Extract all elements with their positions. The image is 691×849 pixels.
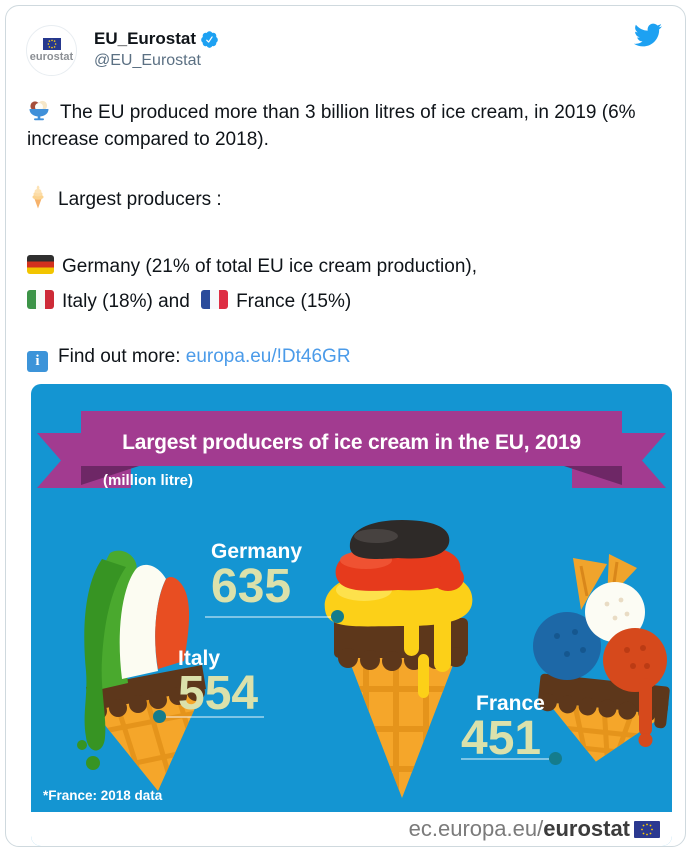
- germany-flag-icon: [27, 255, 54, 274]
- footnote: *France: 2018 data: [43, 788, 163, 803]
- tweet-body: The EU produced more than 3 billion litr…: [27, 98, 679, 372]
- germany-label: Germany: [211, 540, 303, 563]
- infographic-image[interactable]: Largest producers of ice cream in the EU…: [31, 384, 672, 846]
- twitter-bird-icon[interactable]: [631, 21, 665, 49]
- avatar[interactable]: eurostat: [26, 25, 77, 76]
- france-ice-cream-illustration: [533, 554, 670, 764]
- avatar-brand-text: eurostat: [29, 51, 74, 63]
- handle[interactable]: @EU_Eurostat: [94, 52, 201, 69]
- tweet-text-france: France (15%): [236, 291, 352, 312]
- france-value: 451: [461, 712, 542, 765]
- france-connector-line: [461, 758, 549, 760]
- italy-dot: [153, 710, 166, 723]
- ice-cream-sundae-emoji-icon: [29, 100, 49, 121]
- soft-serve-emoji-icon: [32, 185, 44, 209]
- footer-url-bold: eurostat: [543, 816, 630, 841]
- germany-dot: [331, 610, 344, 623]
- eu-flag-footer-icon: [634, 820, 660, 838]
- tweet-text-germany: Germany (21% of total EU ice cream produ…: [62, 256, 478, 277]
- info-icon: i: [27, 351, 48, 372]
- find-out-more-text: Find out more:: [58, 346, 181, 367]
- display-name[interactable]: EU_Eurostat: [94, 29, 197, 48]
- germany-value: 635: [211, 560, 292, 613]
- infographic-title: Largest producers of ice cream in the EU…: [122, 431, 581, 454]
- eu-flag-mini-icon: [42, 38, 61, 50]
- germany-label-block: Germany 635: [211, 540, 303, 613]
- france-label-block: France 451: [461, 692, 545, 765]
- france-flag-icon: [201, 290, 229, 309]
- footer-url-prefix: ec.europa.eu/: [408, 816, 544, 841]
- infographic-footer: ec.europa.eu/eurostat: [31, 812, 672, 846]
- tweet-text-italy: Italy (18%) and: [62, 291, 190, 312]
- tweet-text-2: Largest producers :: [58, 189, 222, 210]
- tweet-link[interactable]: europa.eu/!Dt46GR: [185, 346, 351, 367]
- germany-connector-line: [205, 616, 333, 618]
- ribbon-banner: [37, 411, 666, 488]
- italy-label-block: Italy 554: [178, 647, 259, 720]
- tweet-text-1: The EU produced more than 3 billion litr…: [27, 102, 636, 150]
- tweet-card: eurostat EU_Eurostat @EU_Eurostat: [5, 5, 686, 847]
- italy-connector-line: [166, 716, 264, 718]
- germany-ice-cream-illustration: [324, 520, 473, 798]
- italy-flag-icon: [27, 290, 54, 309]
- unit-label: (million litre): [103, 472, 193, 489]
- france-dot: [549, 752, 562, 765]
- verified-badge-icon: [201, 30, 218, 48]
- france-label: France: [476, 692, 545, 715]
- italy-value: 554: [178, 667, 259, 720]
- italy-ice-cream-illustration: [77, 550, 206, 791]
- italy-label: Italy: [178, 647, 221, 670]
